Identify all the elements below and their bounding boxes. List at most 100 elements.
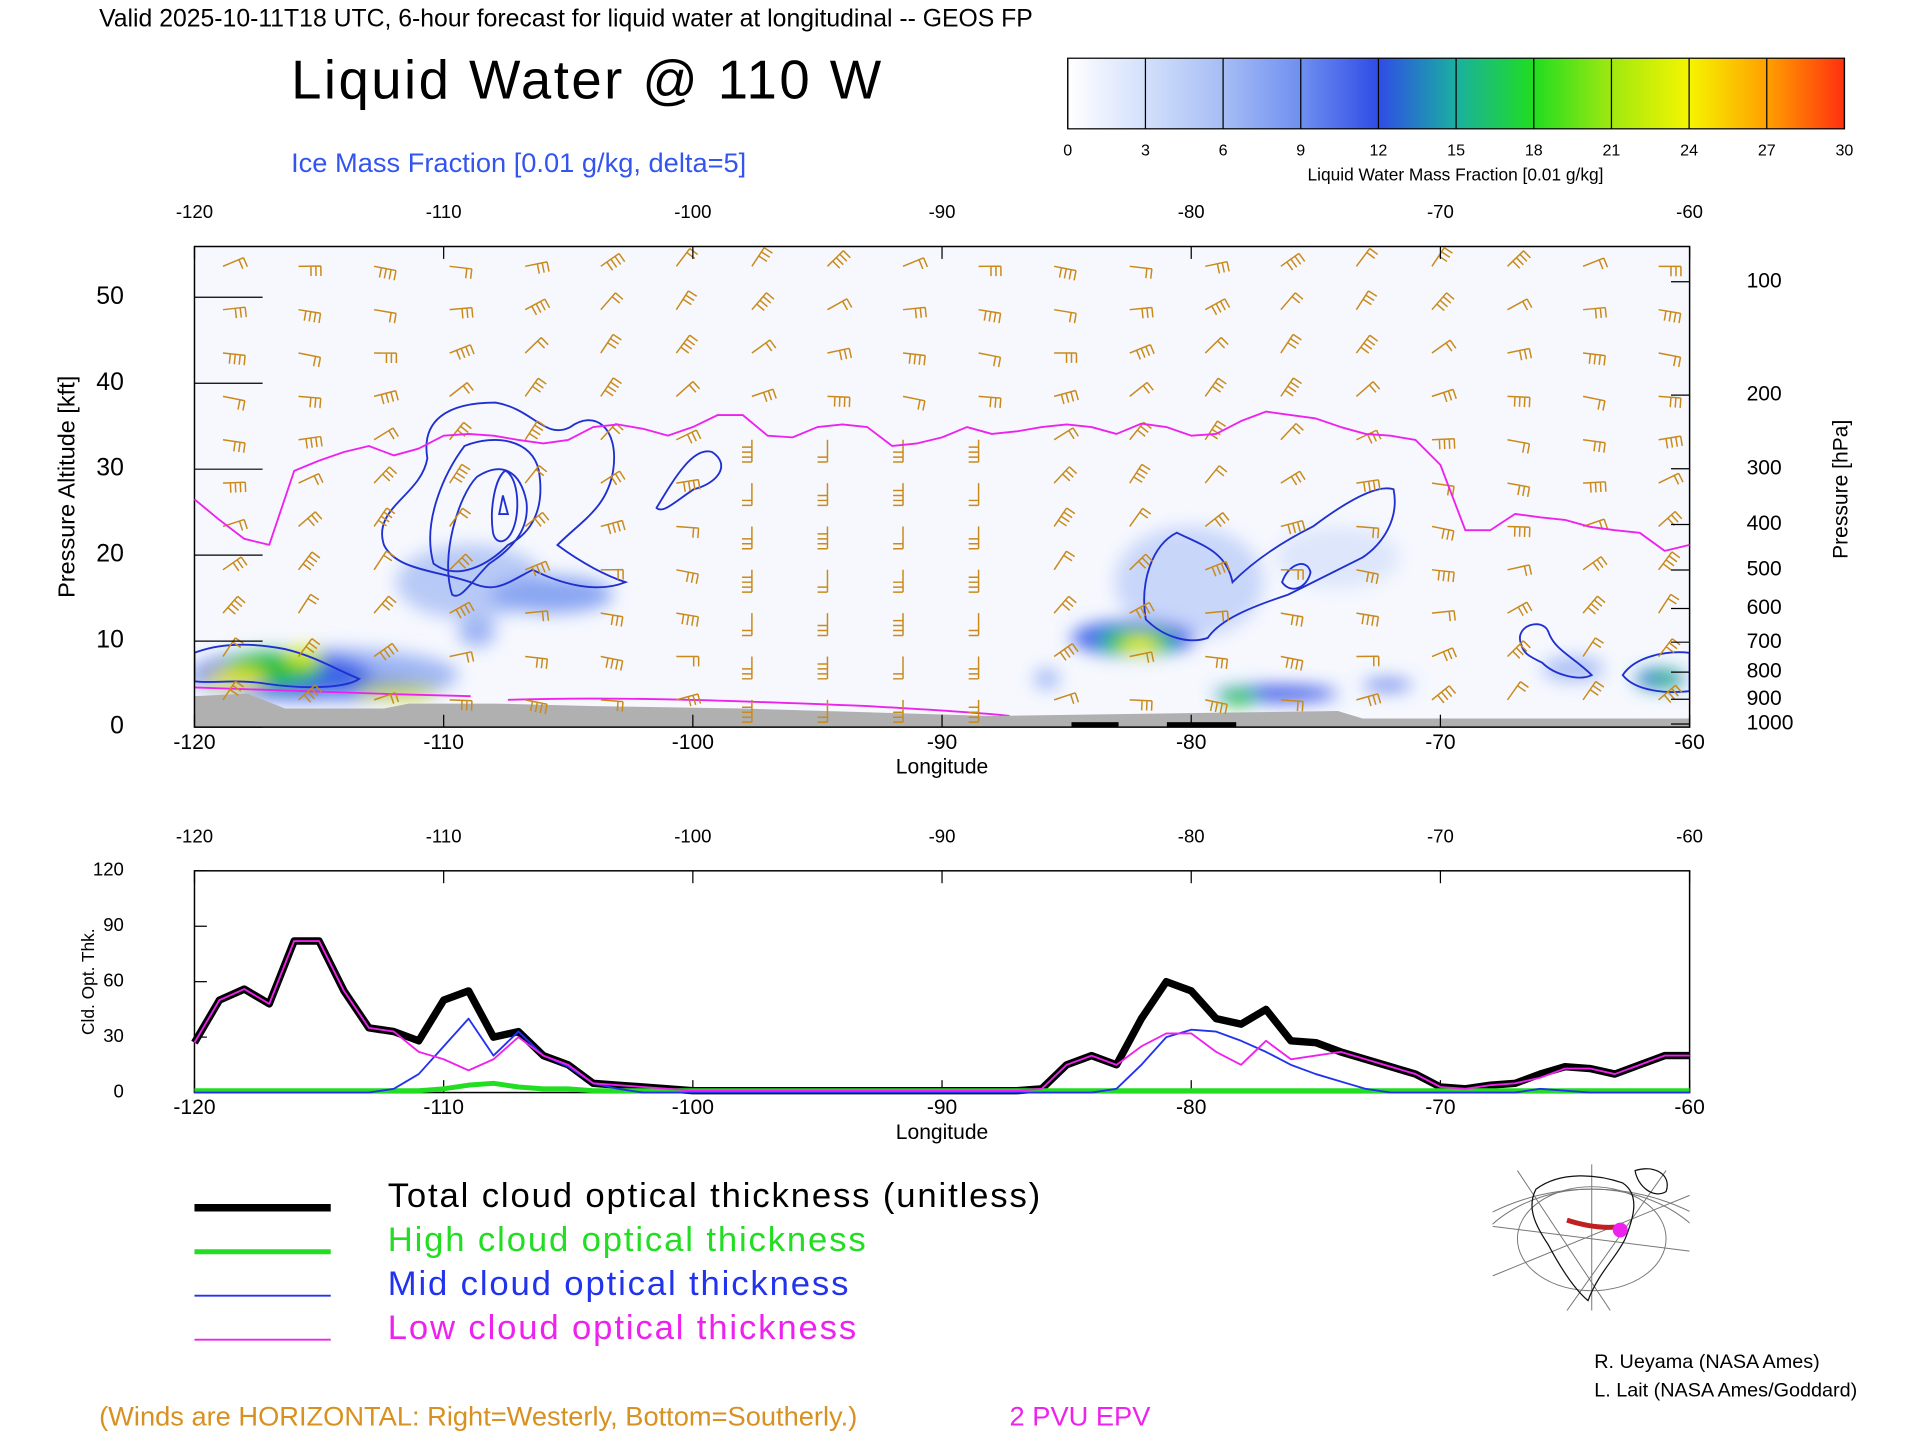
y2-tick-label: 100 <box>1747 269 1782 292</box>
x-tick-label-top: -110 <box>426 825 462 846</box>
colorbar-tick-label: 24 <box>1680 141 1698 159</box>
x-tick-label: -60 <box>1674 731 1704 754</box>
wind-barb <box>525 699 548 715</box>
wind-barb <box>1129 265 1153 279</box>
wind-barb <box>827 298 853 311</box>
y2-tick-label: 500 <box>1747 558 1782 581</box>
wind-barb <box>1356 693 1382 707</box>
wind-barb <box>222 256 249 269</box>
wind-barb <box>373 691 400 704</box>
wind-barb <box>1431 685 1457 704</box>
wind-barb <box>1507 564 1533 576</box>
wind-barb <box>817 439 829 463</box>
colorbar-segment <box>1067 58 1146 129</box>
x-tick-label-top: -80 <box>1178 825 1205 846</box>
wind-barb <box>1129 507 1152 527</box>
wind-barb <box>751 339 777 354</box>
y-tick-label: 20 <box>96 541 124 568</box>
wind-barb <box>449 382 474 397</box>
wind-barb <box>1658 684 1683 703</box>
wind-barb <box>600 568 624 580</box>
wind-barb <box>600 252 626 271</box>
y-tick-label: 50 <box>96 283 124 310</box>
wind-barb <box>600 519 626 535</box>
wind-barb <box>1431 247 1453 267</box>
wind-barb <box>1507 482 1531 497</box>
y2-tick-label: 700 <box>1747 630 1782 653</box>
wind-barb <box>1053 550 1076 571</box>
wind-barb <box>817 613 829 637</box>
x-tick-label: -70 <box>1425 731 1455 754</box>
wind-barb <box>298 511 323 528</box>
wind-barb <box>1507 347 1533 361</box>
wind-barb <box>1129 463 1151 484</box>
wind-barb <box>1053 643 1079 661</box>
wind-barb <box>1582 257 1609 270</box>
wind-barb <box>1053 466 1078 484</box>
wind-barb <box>968 656 980 680</box>
wind-barb <box>1053 427 1079 441</box>
wind-barb <box>524 298 551 316</box>
wind-barb <box>1431 438 1456 450</box>
wind-barbs <box>222 247 1684 723</box>
x-tick-label: -100 <box>672 731 714 754</box>
wind-barb <box>676 429 702 444</box>
wind-barb <box>675 290 698 311</box>
wind-barb <box>1355 247 1379 267</box>
wind-barb <box>1053 265 1077 281</box>
wind-barb <box>978 265 1002 277</box>
wind-barb <box>902 257 929 270</box>
wind-barb <box>525 261 550 274</box>
wind-barb <box>1506 681 1529 701</box>
wind-barb <box>1054 352 1078 363</box>
wind-barb <box>1280 655 1304 671</box>
wind-barb <box>449 601 475 619</box>
x-tick-label: -110 <box>423 1096 464 1119</box>
wind-barb <box>1356 525 1380 539</box>
y-tick-label: 0 <box>110 713 124 740</box>
wind-barb <box>826 250 851 269</box>
wind-barb <box>1129 306 1154 319</box>
wind-barb <box>1583 481 1607 493</box>
wind-barb <box>222 680 245 701</box>
wind-barb <box>1280 377 1302 397</box>
colorbar-segment <box>1766 58 1845 129</box>
colorbar-tick-label: 12 <box>1369 141 1387 159</box>
wind-barb <box>1582 680 1605 701</box>
legend: Total cloud optical thickness (unitless)… <box>194 1177 1040 1347</box>
wind-barb <box>449 344 475 360</box>
wind-barb <box>817 483 829 507</box>
wind-barb <box>222 439 246 453</box>
wind-barb <box>449 553 474 571</box>
wind-barb <box>978 308 1002 324</box>
wind-barb <box>1053 507 1076 527</box>
wind-barb <box>741 483 753 507</box>
wind-barb <box>1280 569 1304 580</box>
wind-barb <box>676 612 700 627</box>
wind-barb <box>1582 352 1606 366</box>
wind-barb <box>1507 439 1531 454</box>
wind-barb <box>968 613 980 637</box>
x-tick-label-top: -90 <box>929 825 956 846</box>
y2-tick-label: 200 <box>1747 383 1782 406</box>
wind-barb <box>968 526 980 550</box>
x-tick-label-top: -70 <box>1427 201 1454 222</box>
wind-barb <box>1205 655 1229 670</box>
y-axis-label: Cld. Opt. Thk. <box>78 928 98 1035</box>
wind-barb <box>741 699 753 723</box>
wind-barb <box>1582 637 1604 657</box>
wind-barb <box>524 560 551 577</box>
wind-barb <box>222 556 248 572</box>
wind-barb <box>1129 421 1152 441</box>
wind-barb <box>741 439 753 463</box>
wind-barb <box>1431 610 1456 622</box>
wind-barb <box>1204 377 1227 397</box>
wind-barb <box>1431 292 1455 312</box>
wind-barb <box>222 481 247 493</box>
x-tick-label-top: -60 <box>1676 825 1703 846</box>
wind-barb <box>1280 292 1304 311</box>
wind-barb <box>817 656 829 680</box>
wind-barb <box>1658 265 1682 277</box>
wind-barb <box>1205 699 1228 715</box>
